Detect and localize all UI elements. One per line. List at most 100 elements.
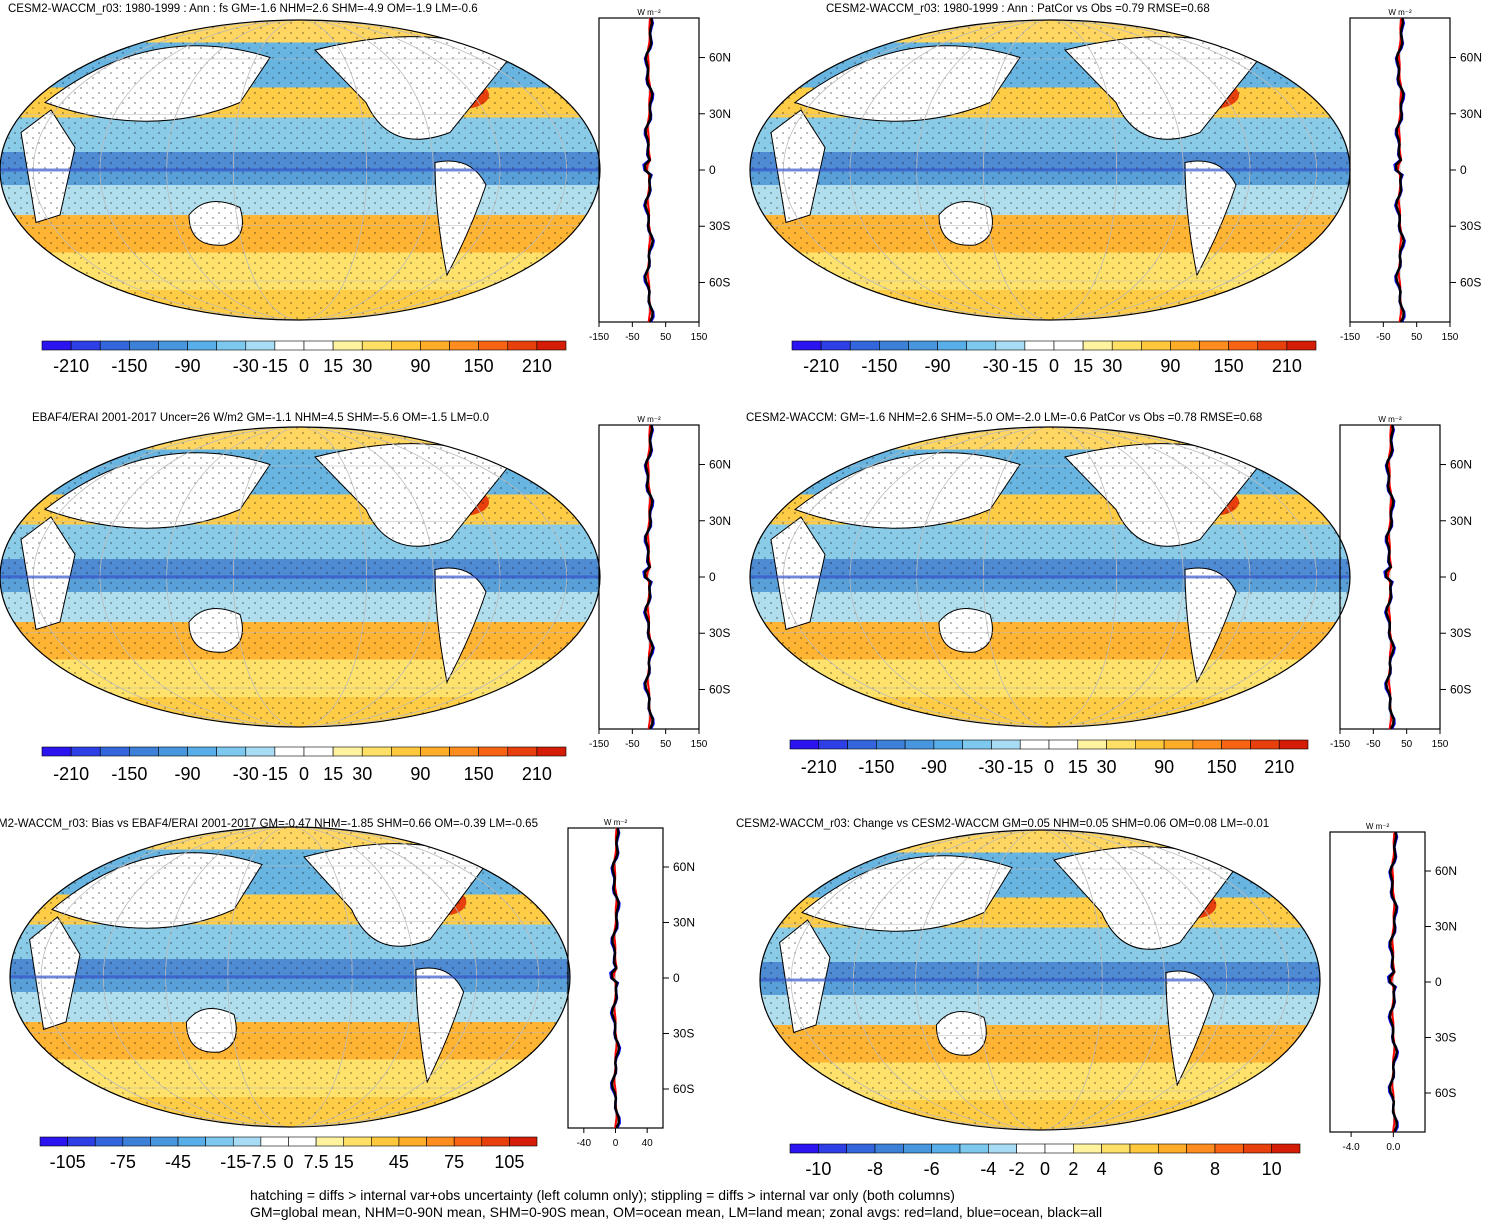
colorbar-label: -15: [1007, 757, 1033, 777]
colorbar-label: 15: [323, 356, 343, 376]
colorbar-swatch: [67, 1136, 96, 1147]
colorbar-label: 150: [1214, 356, 1244, 376]
colorbar-label: -30: [978, 757, 1004, 777]
colorbar-2: -210 -150 -90 -30 -15 0 15 30 90 150 210: [791, 340, 1317, 376]
profile-lat-label: 30N: [709, 514, 731, 528]
colorbar-swatch: [70, 746, 101, 757]
colorbar-swatch: [1186, 1143, 1216, 1154]
colorbar-label: 2: [1068, 1159, 1078, 1179]
colorbar-swatch: [343, 1136, 372, 1147]
colorbar-swatch: [478, 746, 509, 757]
zonal-profile-4: W m⁻² 60N 30N 0 30S 60S -150 -50 50 150: [1330, 415, 1472, 750]
colorbar-swatch: [361, 746, 392, 757]
profile-x-label: -150: [1340, 332, 1360, 343]
colorbar-swatch: [789, 1143, 819, 1154]
colorbar-swatch: [536, 340, 567, 351]
colorbar-swatch: [1170, 340, 1200, 351]
colorbar-label: -10: [805, 1159, 831, 1179]
profile-lat-label: 60N: [709, 458, 731, 472]
profile-x-label: -40: [577, 1138, 592, 1149]
colorbar-swatch: [1163, 739, 1194, 750]
zonal-profile-5: W m⁻² 60N 30N 0 30S 60S -40 0 40: [567, 818, 695, 1149]
colorbar-label: 15: [1068, 757, 1088, 777]
colorbar-swatch: [1016, 1143, 1046, 1154]
map-2: [750, 20, 1350, 320]
colorbar-swatch: [391, 340, 421, 351]
colorbar-swatch: [818, 739, 848, 750]
profile-lat-label: 30N: [1435, 920, 1457, 934]
colorbar-swatch: [1111, 340, 1142, 351]
colorbar-swatch: [216, 746, 247, 757]
colorbar-label: 15: [323, 764, 343, 784]
profile-x-label: -150: [1330, 739, 1350, 750]
profile-x-label: -4.0: [1342, 1142, 1360, 1153]
colorbar-swatch: [361, 340, 392, 351]
profile-curve-all: [610, 827, 621, 1129]
footer-line-1: hatching = diffs > internal var+obs unce…: [250, 1187, 955, 1203]
profile-curve-all: [1394, 17, 1406, 323]
colorbar-label: 90: [1160, 356, 1180, 376]
profile-lat-label: 60N: [1435, 864, 1457, 878]
colorbar-swatch: [818, 1143, 847, 1154]
colorbar-swatch: [187, 340, 217, 351]
colorbar-swatch: [966, 340, 997, 351]
colorbar-label: 210: [522, 764, 552, 784]
colorbar-swatch: [70, 340, 101, 351]
map-outline: [759, 829, 1321, 1131]
profile-unit-label: W m⁻²: [1366, 822, 1390, 831]
colorbar-swatch: [1053, 340, 1084, 351]
colorbar-swatch: [988, 1143, 1017, 1154]
colorbar-swatch: [371, 1136, 400, 1147]
map-4: [750, 427, 1350, 727]
profile-lat-label: 30S: [709, 626, 730, 640]
colorbar-label: -75: [110, 1152, 136, 1172]
profile-x-label: 50: [660, 332, 672, 343]
colorbar-label: 0: [1049, 356, 1059, 376]
colorbar-swatch: [879, 340, 909, 351]
profile-lat-label: 0: [709, 570, 716, 584]
colorbar-label: 4: [1097, 1159, 1107, 1179]
colorbar-swatch: [904, 739, 935, 750]
profile-lat-label: 0: [673, 971, 680, 985]
colorbar-swatch: [129, 340, 159, 351]
zonal-profile-1: W m⁻² 60N 30N 0 30S 60S -150 -50 50 150: [589, 8, 731, 343]
colorbar-1: -210 -150 -90 -30 -15 0 15 30 90 150 210: [41, 340, 567, 376]
colorbar-swatch: [846, 1143, 876, 1154]
profile-lat-label: 60N: [1450, 458, 1472, 472]
colorbar-swatch: [129, 746, 159, 757]
colorbar-label: -90: [921, 757, 947, 777]
colorbar-label: -8: [867, 1159, 883, 1179]
colorbar-label: 7.5: [304, 1152, 329, 1172]
colorbar-swatch: [509, 1136, 538, 1147]
colorbar-label: 10: [1262, 1159, 1282, 1179]
colorbar-label: 0: [1040, 1159, 1050, 1179]
profile-lat-label: 30N: [673, 916, 695, 930]
colorbar-swatch: [507, 340, 538, 351]
colorbar-swatch: [150, 1136, 179, 1147]
colorbar-label: 30: [352, 764, 372, 784]
profile-lat-label: 0: [709, 163, 716, 177]
colorbar-label: 90: [1154, 757, 1174, 777]
colorbar-swatch: [39, 1136, 68, 1147]
profile-x-label: 0: [613, 1138, 619, 1149]
profile-lat-label: 30N: [1460, 107, 1482, 121]
colorbar-swatch: [1044, 1143, 1074, 1154]
colorbar-5: -105 -75 -45 -15 -7.5 0 7.5 15 45 75 105: [39, 1136, 538, 1172]
panel-title-3: EBAF4/ERAI 2001-2017 Uncer=26 W/m2 GM=-1…: [32, 412, 490, 424]
colorbar-swatch: [908, 340, 938, 351]
map-outline: [749, 426, 1351, 728]
profile-lat-label: 30S: [1435, 1031, 1456, 1045]
colorbar-swatch: [1250, 739, 1280, 750]
panel-title-1: CESM2-WACCM_r03: 1980-1999 : Ann : fs GM…: [8, 3, 478, 15]
profile-unit-label: W m⁻²: [637, 415, 661, 424]
colorbar-swatch: [41, 746, 72, 757]
colorbar-label: 75: [444, 1152, 464, 1172]
colorbar-label: -15: [262, 764, 288, 784]
map-outline: [0, 426, 601, 728]
profile-lat-label: 0: [1450, 570, 1457, 584]
colorbar-swatch: [1106, 739, 1136, 750]
colorbar-label: 90: [410, 356, 430, 376]
